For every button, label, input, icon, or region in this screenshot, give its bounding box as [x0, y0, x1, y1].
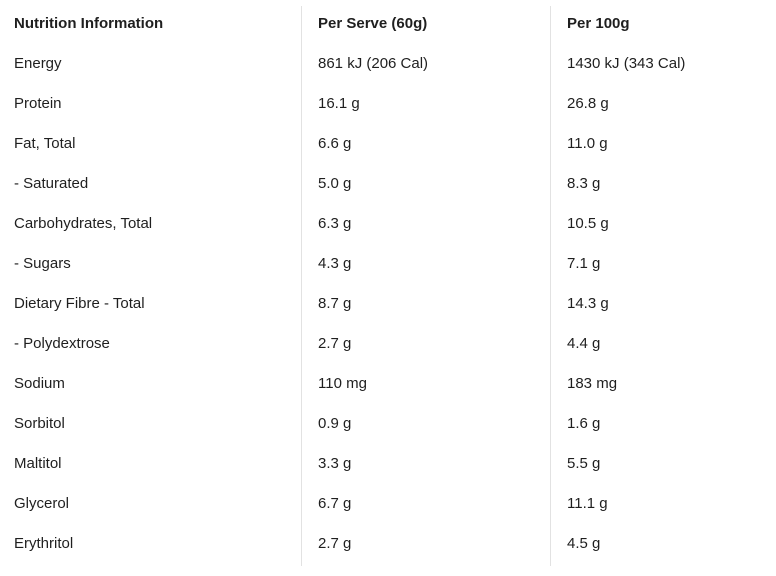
nutrient-name: Glycerol	[14, 495, 70, 512]
per-100g-value: 10.5 g	[567, 215, 609, 232]
nutrient-name: - Sugars	[14, 255, 71, 272]
table-row: - Saturated 5.0 g 8.3 g	[0, 164, 776, 204]
per-serve-value: 5.0 g	[318, 175, 352, 192]
nutrient-name: - Saturated	[14, 175, 89, 192]
per-serve-value: 6.6 g	[318, 135, 352, 152]
column-divider	[550, 6, 551, 566]
nutrient-name: Energy	[14, 55, 62, 72]
column-divider	[301, 6, 302, 566]
table-row: Sorbitol 0.9 g 1.6 g	[0, 404, 776, 444]
nutrient-name: - Polydextrose	[14, 335, 110, 352]
table-row: Maltitol 3.3 g 5.5 g	[0, 444, 776, 484]
header-nutrition-information: Nutrition Information	[14, 15, 164, 32]
nutrient-name: Dietary Fibre - Total	[14, 295, 145, 312]
per-100g-value: 1430 kJ (343 Cal)	[567, 55, 686, 72]
per-100g-value: 4.5 g	[567, 535, 601, 552]
per-serve-value: 110 mg	[318, 375, 367, 392]
per-serve-value: 3.3 g	[318, 455, 352, 472]
per-serve-value: 16.1 g	[318, 95, 360, 112]
table-header-row: Nutrition Information Per Serve (60g) Pe…	[0, 4, 776, 44]
per-serve-value: 6.7 g	[318, 495, 352, 512]
table-row: Glycerol 6.7 g 11.1 g	[0, 484, 776, 524]
per-100g-value: 8.3 g	[567, 175, 601, 192]
per-serve-value: 4.3 g	[318, 255, 352, 272]
nutrient-name: Fat, Total	[14, 135, 76, 152]
per-100g-value: 4.4 g	[567, 335, 601, 352]
per-100g-value: 7.1 g	[567, 255, 601, 272]
per-100g-value: 1.6 g	[567, 415, 601, 432]
table-row: Energy 861 kJ (206 Cal) 1430 kJ (343 Cal…	[0, 44, 776, 84]
nutrient-name: Protein	[14, 95, 62, 112]
per-serve-value: 2.7 g	[318, 535, 352, 552]
per-serve-value: 8.7 g	[318, 295, 352, 312]
per-100g-value: 183 mg	[567, 375, 618, 392]
table-row: Protein 16.1 g 26.8 g	[0, 84, 776, 124]
header-per-serve: Per Serve (60g)	[318, 15, 428, 32]
per-serve-value: 0.9 g	[318, 415, 352, 432]
header-per-100g: Per 100g	[567, 15, 630, 32]
nutrient-name: Erythritol	[14, 535, 74, 552]
table-row: Carbohydrates, Total 6.3 g 10.5 g	[0, 204, 776, 244]
nutrient-name: Sodium	[14, 375, 65, 392]
table-row: Erythritol 2.7 g 4.5 g	[0, 524, 776, 564]
table-row: Dietary Fibre - Total 8.7 g 14.3 g	[0, 284, 776, 324]
table-row: - Polydextrose 2.7 g 4.4 g	[0, 324, 776, 364]
per-100g-value: 14.3 g	[567, 295, 609, 312]
per-100g-value: 26.8 g	[567, 95, 609, 112]
nutrient-name: Maltitol	[14, 455, 62, 472]
table-row: Sodium 110 mg 183 mg	[0, 364, 776, 404]
nutrient-name: Sorbitol	[14, 415, 65, 432]
per-100g-value: 11.1 g	[567, 495, 608, 512]
per-100g-value: 11.0 g	[567, 135, 608, 152]
table-row: Fat, Total 6.6 g 11.0 g	[0, 124, 776, 164]
per-serve-value: 2.7 g	[318, 335, 352, 352]
table-row: - Sugars 4.3 g 7.1 g	[0, 244, 776, 284]
per-100g-value: 5.5 g	[567, 455, 601, 472]
per-serve-value: 6.3 g	[318, 215, 352, 232]
nutrient-name: Carbohydrates, Total	[14, 215, 153, 232]
per-serve-value: 861 kJ (206 Cal)	[318, 55, 429, 72]
